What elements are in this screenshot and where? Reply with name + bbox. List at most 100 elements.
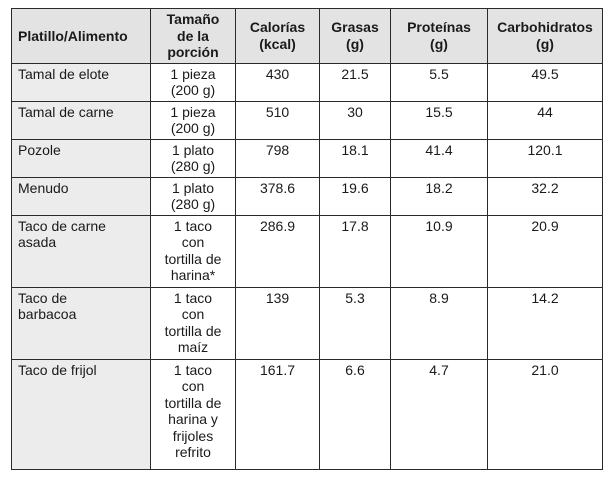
portion-line: harina* <box>170 267 216 283</box>
carbs-cell: 21.0 <box>487 358 603 470</box>
carbs-cell: 49.5 <box>487 62 603 102</box>
food-name-line: Tamal de carne <box>18 103 114 120</box>
portion-line: (200 g) <box>170 120 216 136</box>
header-portion-line: Tamaño <box>166 11 220 27</box>
food-name-line: Pozole <box>18 141 61 158</box>
header-calories: Calorías (kcal) <box>235 8 320 64</box>
food-cell: Taco de carne asada <box>11 214 151 288</box>
portion-line: tortilla de <box>164 250 222 267</box>
portion-line: 1 pieza <box>170 65 216 82</box>
portion-line: (280 g) <box>170 158 216 174</box>
calories-cell: 378.6 <box>235 176 320 216</box>
portion-line: 1 taco <box>173 289 213 306</box>
header-calories-line: Calorías <box>249 19 306 36</box>
header-portion: Tamaño de la porción <box>150 8 236 64</box>
header-protein-line: (g) <box>430 35 448 52</box>
header-calories-line: (kcal) <box>259 35 296 52</box>
carbs-cell: 44 <box>487 100 603 140</box>
portion-line: 1 pieza <box>170 103 216 120</box>
header-fat: Grasas (g) <box>319 8 391 64</box>
food-cell: Tamal de carne <box>11 100 151 140</box>
fat-cell: 21.5 <box>319 62 391 102</box>
food-cell: Taco de frijol <box>11 358 151 470</box>
header-fat-line: Grasas <box>331 19 379 36</box>
table-row: Tamal de elote 1 pieza (200 g) 430 21.5 5.5 49… <box>11 62 603 102</box>
food-name-line: Taco de carne <box>18 217 106 234</box>
portion-cell: 1 plato (280 g) <box>150 176 236 216</box>
protein-cell: 41.4 <box>390 138 488 178</box>
protein-cell: 5.5 <box>390 62 488 102</box>
portion-cell: 1 plato (280 g) <box>150 138 236 178</box>
food-name-line: Taco de frijol <box>18 361 97 378</box>
portion-line: con <box>181 378 205 394</box>
header-portion-line: de la <box>177 27 209 44</box>
portion-line: 1 taco <box>173 217 213 234</box>
header-carbs-line: Carbohidratos <box>497 19 593 36</box>
header-protein-line: Proteínas <box>407 19 471 36</box>
header-fat-line: (g) <box>346 35 364 52</box>
calories-cell: 510 <box>235 100 320 140</box>
portion-line: 1 plato <box>171 179 215 196</box>
table-body: Tamal de elote 1 pieza (200 g) 430 21.5 5.5 49… <box>11 62 603 470</box>
portion-line: (200 g) <box>170 82 216 98</box>
header-carbs-line: (g) <box>536 35 554 52</box>
portion-line: tortilla de <box>164 322 222 339</box>
food-name-line: Menudo <box>18 179 69 196</box>
portion-cell: 1 taco con tortilla de maíz <box>150 286 236 360</box>
header-carbs: Carbohidratos (g) <box>487 8 603 64</box>
calories-cell: 798 <box>235 138 320 178</box>
food-name-line: Tamal de elote <box>18 65 110 82</box>
food-cell: Taco de barbacoa <box>11 286 151 360</box>
calories-cell: 161.7 <box>235 358 320 470</box>
protein-cell: 18.2 <box>390 176 488 216</box>
food-cell: Menudo <box>11 176 151 216</box>
portion-cell: 1 pieza (200 g) <box>150 100 236 140</box>
protein-cell: 15.5 <box>390 100 488 140</box>
portion-cell: 1 taco con tortilla de harina* <box>150 214 236 288</box>
portion-cell: 1 pieza (200 g) <box>150 62 236 102</box>
fat-cell: 18.1 <box>319 138 391 178</box>
carbs-cell: 120.1 <box>487 138 603 178</box>
portion-line: 1 taco <box>173 361 213 378</box>
portion-cell: 1 taco con tortilla de harina y frijoles refr… <box>150 358 236 470</box>
food-name-line: Taco de <box>18 289 68 306</box>
header-food: Platillo/Alimento <box>11 8 151 64</box>
header-portion-line: porción <box>167 44 219 60</box>
fat-cell: 19.6 <box>319 176 391 216</box>
fat-cell: 17.8 <box>319 214 391 288</box>
portion-line: con <box>181 234 205 250</box>
fat-cell: 6.6 <box>319 358 391 470</box>
carbs-cell: 32.2 <box>487 176 603 216</box>
calories-cell: 139 <box>235 286 320 360</box>
portion-line: (280 g) <box>170 196 216 212</box>
table-row: Taco de barbacoa 1 taco con tortilla de maíz 1… <box>11 286 603 360</box>
protein-cell: 8.9 <box>390 286 488 360</box>
portion-line: frijoles <box>172 427 214 444</box>
carbs-cell: 20.9 <box>487 214 603 288</box>
food-cell: Tamal de elote <box>11 62 151 102</box>
portion-line: maíz <box>177 339 209 355</box>
nutrition-table: Platillo/Alimento Tamaño de la porción C… <box>11 8 603 470</box>
header-protein: Proteínas (g) <box>390 8 488 64</box>
table-row: Pozole 1 plato (280 g) 798 18.1 41.4 120.1 <box>11 138 603 178</box>
food-name-line: asada <box>18 234 57 250</box>
table-row: Taco de carne asada 1 taco con tortilla de ha… <box>11 214 603 288</box>
calories-cell: 286.9 <box>235 214 320 288</box>
table-row: Taco de frijol 1 taco con tortilla de harina… <box>11 358 603 470</box>
calories-cell: 430 <box>235 62 320 102</box>
header-row: Platillo/Alimento Tamaño de la porción C… <box>11 8 603 64</box>
carbs-cell: 14.2 <box>487 286 603 360</box>
portion-line: con <box>181 306 205 322</box>
fat-cell: 5.3 <box>319 286 391 360</box>
food-name-line: barbacoa <box>18 306 77 322</box>
food-cell: Pozole <box>11 138 151 178</box>
portion-line: refrito <box>175 444 211 460</box>
portion-line: 1 plato <box>171 141 215 158</box>
portion-line: tortilla de <box>164 394 222 411</box>
protein-cell: 10.9 <box>390 214 488 288</box>
table-row: Tamal de carne 1 pieza (200 g) 510 30 15.5 44 <box>11 100 603 140</box>
table-row: Menudo 1 plato (280 g) 378.6 19.6 18.2 32.2 <box>11 176 603 216</box>
protein-cell: 4.7 <box>390 358 488 470</box>
fat-cell: 30 <box>319 100 391 140</box>
portion-line: harina y <box>168 411 218 427</box>
